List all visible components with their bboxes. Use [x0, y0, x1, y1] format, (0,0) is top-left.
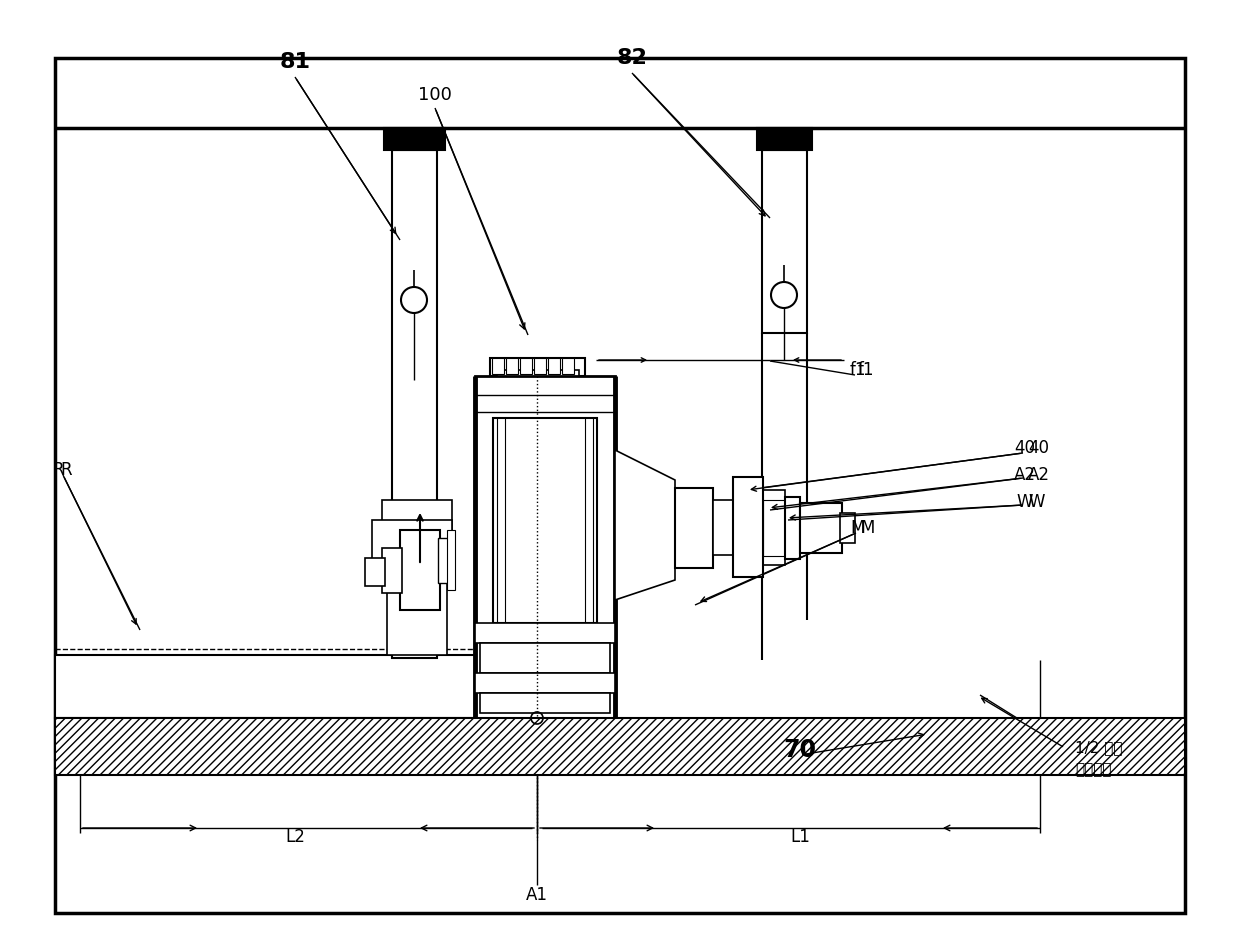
Bar — [475, 623, 615, 643]
Text: 40: 40 — [1014, 439, 1035, 457]
Bar — [446, 530, 455, 590]
Text: R: R — [52, 461, 63, 479]
Bar — [562, 358, 574, 374]
Text: f1: f1 — [858, 361, 874, 379]
Bar — [785, 497, 800, 559]
Bar — [520, 358, 532, 374]
Bar — [480, 693, 610, 713]
Bar — [365, 558, 384, 586]
Bar — [392, 150, 436, 658]
Text: W: W — [1017, 493, 1033, 511]
Bar — [763, 500, 785, 556]
Text: W: W — [1028, 493, 1044, 511]
Text: M: M — [851, 519, 866, 537]
Bar — [384, 128, 445, 150]
Text: L2: L2 — [285, 828, 305, 846]
Bar — [55, 718, 1185, 775]
Bar — [480, 643, 610, 673]
Text: f1: f1 — [849, 361, 867, 379]
Bar — [800, 503, 842, 553]
Text: A2: A2 — [1014, 466, 1035, 484]
Bar — [534, 358, 546, 374]
Bar — [55, 655, 565, 718]
Text: 1/2 行走: 1/2 行走 — [1075, 740, 1122, 755]
Bar — [839, 513, 856, 543]
Bar — [763, 490, 785, 565]
Bar — [548, 358, 560, 374]
Bar — [490, 358, 585, 376]
Bar — [713, 500, 733, 555]
Text: 70: 70 — [784, 738, 816, 762]
Bar — [497, 370, 579, 382]
Text: 40: 40 — [1028, 439, 1049, 457]
Text: L1: L1 — [790, 828, 810, 846]
Bar — [675, 488, 713, 568]
Text: R: R — [60, 461, 72, 479]
Polygon shape — [615, 450, 675, 600]
Bar — [733, 477, 763, 577]
Bar — [494, 418, 596, 623]
Bar — [475, 673, 615, 693]
Bar — [756, 128, 812, 150]
Bar — [382, 500, 453, 580]
Bar — [401, 530, 440, 610]
Bar — [382, 548, 402, 593]
Text: 100: 100 — [418, 86, 451, 104]
Bar — [372, 520, 453, 575]
Text: A1: A1 — [526, 886, 548, 904]
Bar — [763, 150, 807, 333]
Text: 基座宽度: 基座宽度 — [1075, 763, 1111, 778]
Text: M: M — [861, 519, 874, 537]
Bar — [475, 376, 615, 718]
Bar — [506, 358, 518, 374]
Text: 81: 81 — [279, 52, 310, 72]
Text: 82: 82 — [616, 48, 647, 68]
Bar — [387, 580, 446, 655]
Bar — [438, 538, 454, 583]
Text: A2: A2 — [1028, 466, 1050, 484]
Bar — [492, 358, 503, 374]
